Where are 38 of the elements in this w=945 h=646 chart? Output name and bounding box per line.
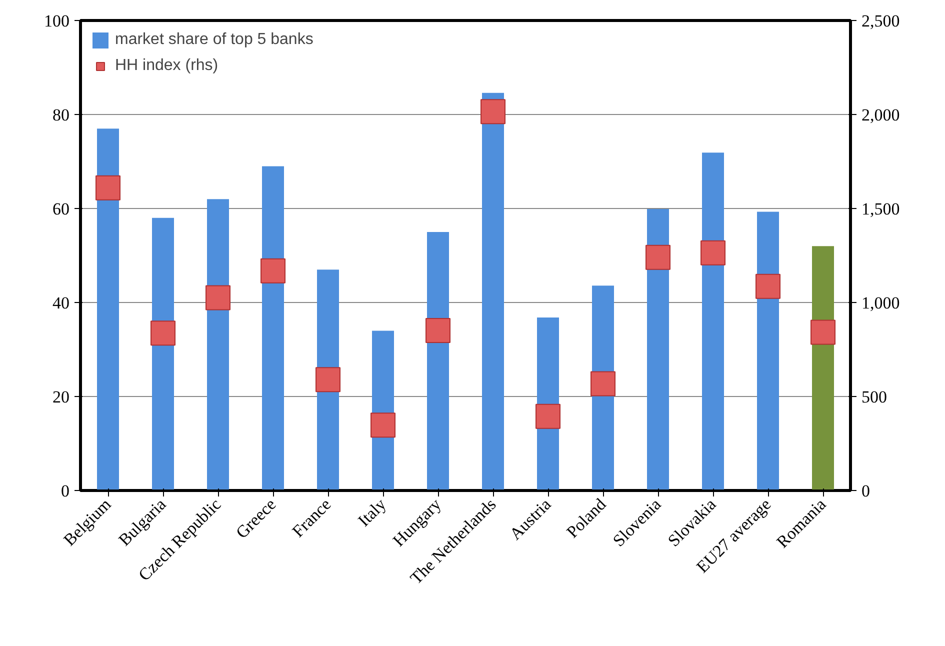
point [150, 320, 176, 346]
y-tick-label: 40 [52, 294, 70, 312]
point [206, 285, 230, 310]
bar [207, 199, 229, 490]
y2-tick-label: 0 [862, 482, 870, 500]
y-tick-label: 20 [52, 388, 70, 406]
point [96, 175, 120, 200]
y2-tick-label: 500 [862, 388, 887, 406]
y2-tick-label: 1,000 [862, 294, 900, 312]
bar [427, 232, 449, 490]
legend-label: HH index (rhs) [115, 57, 218, 75]
bar [702, 152, 724, 490]
bar [757, 212, 779, 490]
point [426, 318, 450, 344]
legend-label: market share of top 5 banks [115, 31, 314, 49]
y-tick-label: 100 [44, 12, 70, 30]
point [536, 404, 560, 429]
y-tick-label: 60 [52, 200, 70, 218]
y2-tick-label: 1,500 [862, 200, 900, 218]
y-tick-label: 80 [52, 106, 70, 124]
point [370, 412, 396, 438]
bar [97, 128, 119, 490]
point [756, 274, 780, 299]
point [590, 371, 616, 396]
point [646, 244, 670, 270]
y-tick-label: 0 [61, 482, 70, 500]
point [810, 320, 836, 345]
bar [262, 166, 284, 490]
point [700, 240, 726, 266]
x-tick-label: Italy [354, 494, 390, 530]
point [316, 367, 340, 392]
bar [482, 92, 504, 490]
y2-tick-label: 2,500 [862, 12, 900, 30]
bar [152, 218, 174, 490]
bar [647, 208, 669, 490]
point [260, 258, 286, 284]
point [480, 99, 506, 124]
y2-tick-label: 2,000 [862, 106, 900, 124]
